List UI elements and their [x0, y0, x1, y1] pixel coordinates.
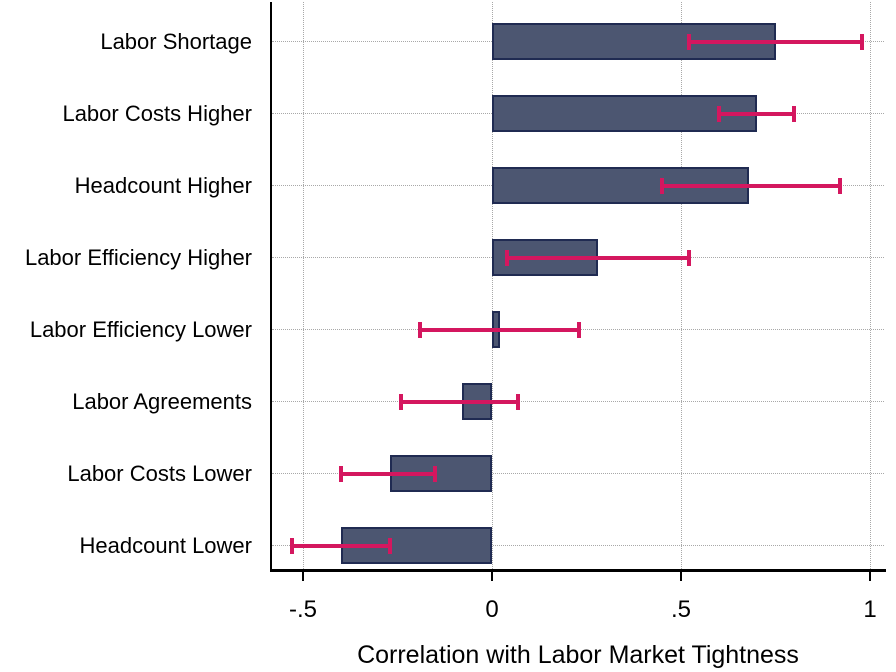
error-bar-cap-right	[837, 177, 842, 194]
x-tick-mark	[680, 572, 682, 581]
error-bar-cap-left	[686, 33, 691, 50]
error-bar-cap-right	[516, 393, 521, 410]
category-label: Labor Costs Higher	[62, 100, 252, 126]
category-label: Labor Efficiency Lower	[29, 316, 252, 342]
x-gridline	[491, 2, 493, 569]
error-bar-cap-left	[399, 393, 404, 410]
category-label: Labor Shortage	[100, 28, 252, 54]
x-tick-label: 1	[863, 596, 877, 623]
x-tick-label: -.5	[288, 596, 317, 623]
error-bar-cap-right	[576, 321, 581, 338]
error-bar-cap-right	[387, 537, 392, 554]
category-label: Headcount Higher	[74, 172, 252, 198]
bar-labor-costs-lower	[389, 455, 492, 492]
x-gridline	[869, 2, 871, 569]
category-label: Labor Agreements	[72, 388, 252, 414]
error-bar-cap-right	[860, 33, 865, 50]
x-tick-label: .5	[670, 596, 691, 623]
x-tick-label: 0	[485, 596, 499, 623]
error-bar-cap-right	[686, 249, 691, 266]
y-gridline	[272, 473, 884, 474]
error-bar-cap-left	[505, 249, 510, 266]
error-bar-line	[401, 399, 519, 404]
x-tick-mark	[302, 572, 304, 581]
error-bar-cap-left	[418, 321, 423, 338]
error-bar-line	[340, 471, 436, 476]
plot-area	[272, 2, 884, 569]
bar-labor-costs-higher	[492, 95, 757, 132]
error-bar-line	[507, 255, 689, 260]
error-bar-cap-left	[660, 177, 665, 194]
error-bar-line	[291, 543, 390, 548]
x-tick-mark	[869, 572, 871, 581]
x-tick-mark	[491, 572, 493, 581]
category-label: Labor Costs Lower	[67, 460, 252, 486]
category-label: Labor Efficiency Higher	[24, 244, 252, 270]
x-axis-title: Correlation with Labor Market Tightness	[357, 641, 799, 669]
x-axis-spine	[270, 569, 886, 572]
error-bar-cap-left	[716, 105, 721, 122]
y-axis-spine	[270, 2, 272, 572]
error-bar-cap-left	[289, 537, 294, 554]
error-bar-line	[688, 39, 863, 44]
category-label: Headcount Lower	[79, 532, 252, 558]
error-bar-cap-left	[338, 465, 343, 482]
error-bar-cap-right	[433, 465, 438, 482]
x-gridline	[680, 2, 682, 569]
x-gridline	[302, 2, 304, 569]
error-bar-cap-right	[792, 105, 797, 122]
error-bar-line	[662, 183, 840, 188]
error-bar-line	[718, 111, 795, 116]
error-bar-line	[420, 327, 579, 332]
y-gridline	[272, 401, 884, 402]
y-gridline	[272, 545, 884, 546]
